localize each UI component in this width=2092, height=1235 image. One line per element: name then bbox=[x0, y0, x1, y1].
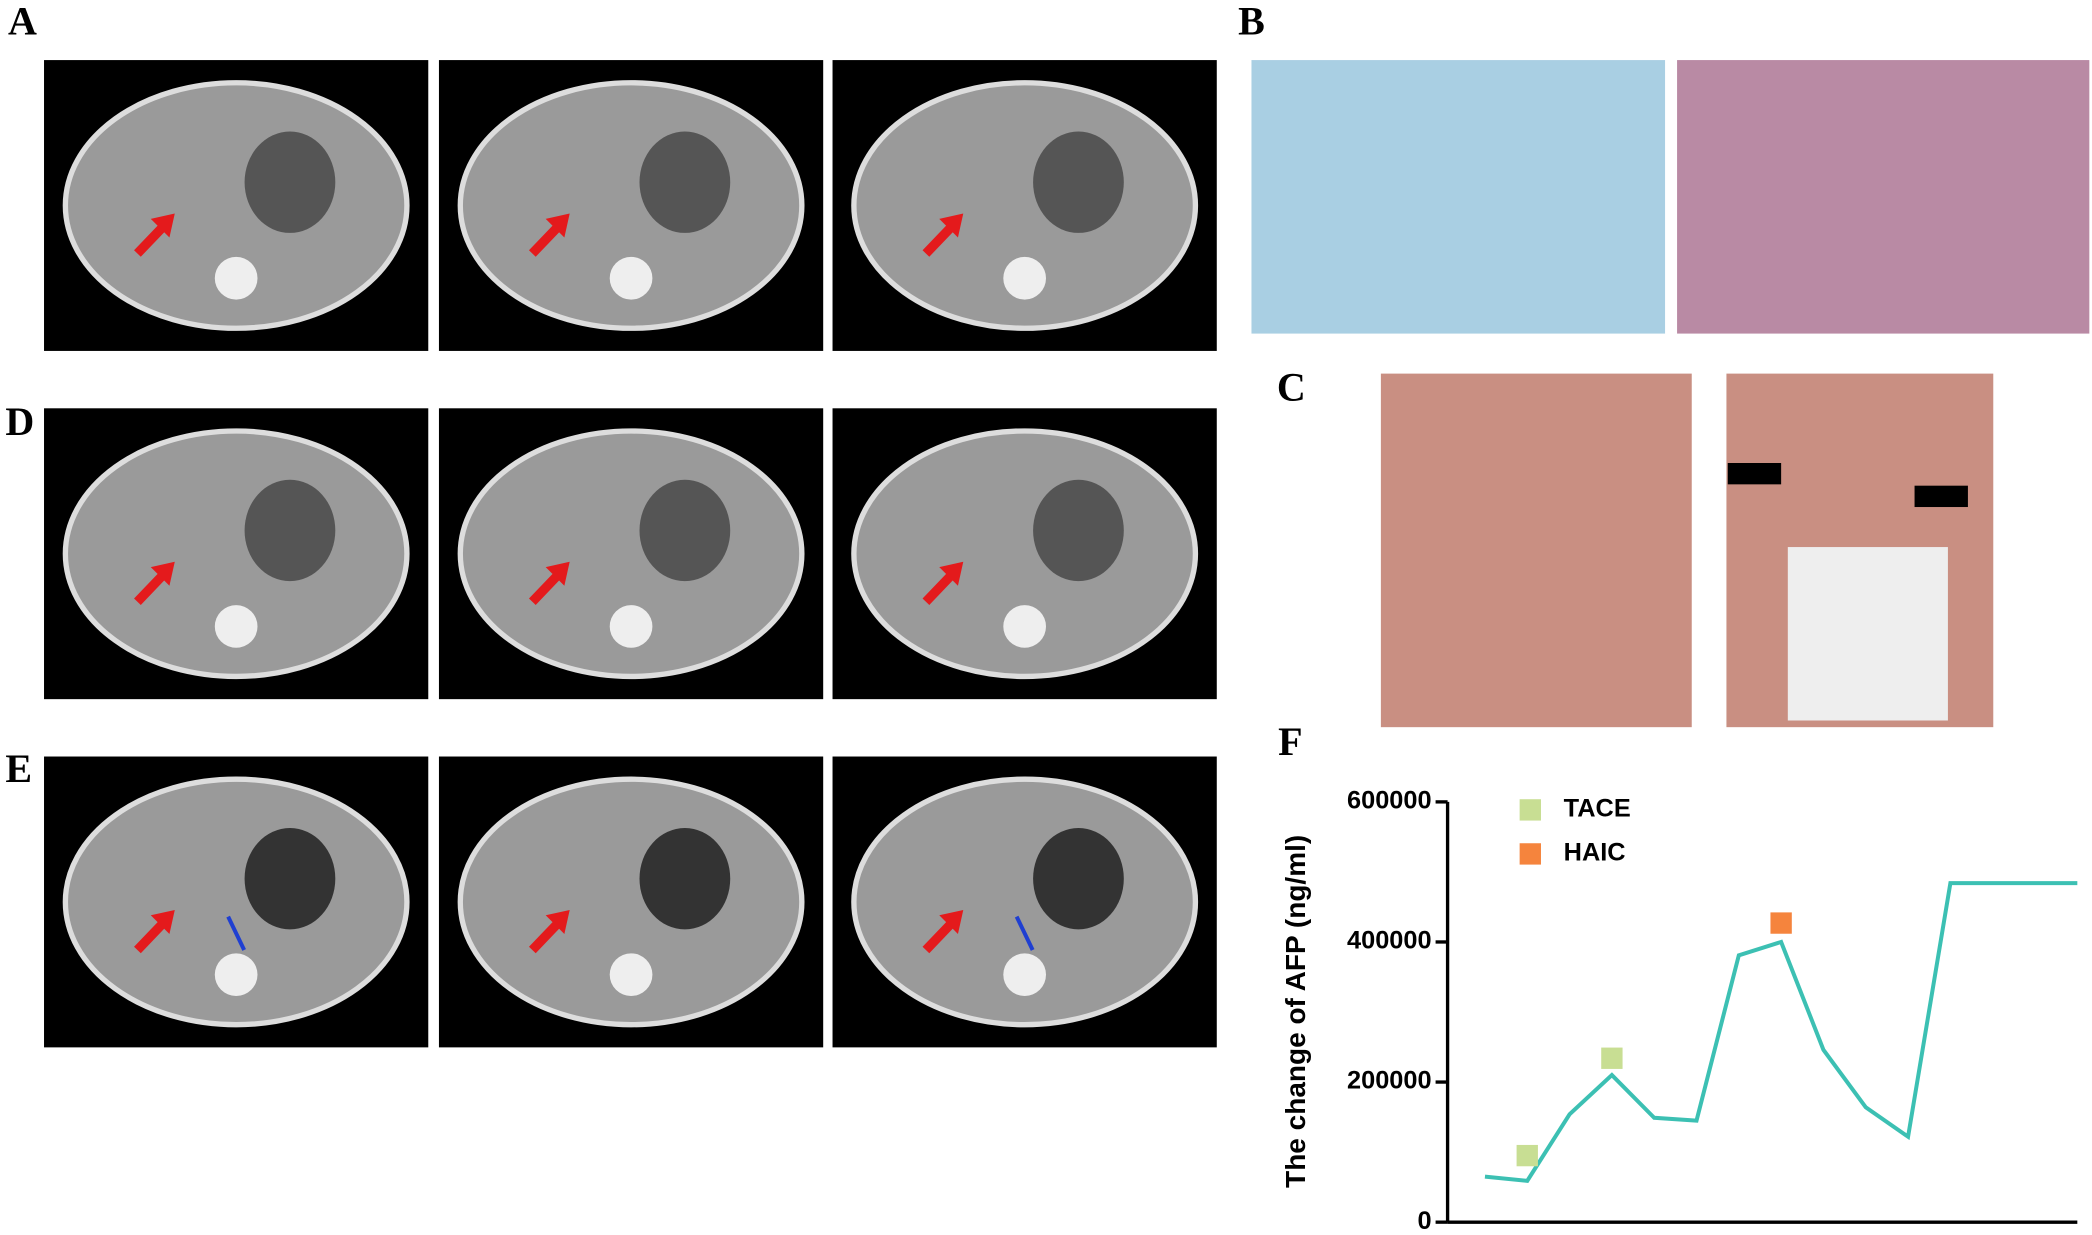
ct-spine bbox=[214, 256, 258, 300]
ct-spine bbox=[1003, 605, 1046, 648]
ct-body bbox=[457, 80, 805, 331]
panel-label: A bbox=[8, 0, 37, 44]
ct-body bbox=[62, 428, 410, 680]
legend-label: HAIC bbox=[1564, 839, 1626, 867]
ct-organ bbox=[1033, 827, 1124, 930]
panel-label: E bbox=[5, 746, 32, 791]
y-tick-label: 0 bbox=[1417, 1207, 1431, 1235]
arrow-head bbox=[939, 213, 964, 238]
ct-body bbox=[62, 776, 410, 1028]
arrow-head bbox=[545, 213, 570, 238]
ct-body bbox=[62, 80, 410, 331]
ct-organ bbox=[244, 479, 336, 582]
panel-label: B bbox=[1238, 0, 1265, 44]
treatment-marker bbox=[1516, 1144, 1538, 1167]
ct-organ bbox=[639, 827, 731, 930]
ct-spine bbox=[1003, 256, 1046, 300]
blue-arrow bbox=[1014, 915, 1035, 951]
ct-organ bbox=[639, 479, 731, 582]
legend-label: TACE bbox=[1564, 795, 1631, 823]
photo bbox=[1380, 373, 1692, 728]
ct-body bbox=[457, 428, 805, 680]
y-tick-label: 200000 bbox=[1347, 1067, 1432, 1095]
arrow-head bbox=[939, 561, 964, 586]
mask bbox=[1727, 463, 1782, 485]
y-axis-title: The change of AFP (ng/ml) bbox=[1280, 835, 1311, 1188]
arrow-head bbox=[150, 561, 175, 586]
y-tick-label: 400000 bbox=[1347, 927, 1432, 955]
treatment-marker bbox=[1601, 1047, 1623, 1069]
panel-label: D bbox=[5, 399, 34, 444]
mask bbox=[1914, 485, 1968, 508]
ct-body bbox=[851, 428, 1199, 680]
panel-label: F bbox=[1278, 719, 1302, 764]
ct-spine bbox=[609, 605, 653, 648]
histology bbox=[1677, 60, 2090, 334]
ct-spine bbox=[214, 953, 258, 997]
ct-organ bbox=[639, 131, 731, 233]
blue-arrow bbox=[226, 915, 246, 951]
arrow-head bbox=[545, 909, 570, 934]
ct-spine bbox=[609, 256, 653, 300]
panel-label: C bbox=[1277, 364, 1306, 409]
arrow-head bbox=[150, 909, 175, 934]
ct-organ bbox=[1033, 479, 1124, 582]
ct-body bbox=[851, 776, 1199, 1028]
bandage bbox=[1787, 547, 1948, 721]
treatment-marker bbox=[1770, 912, 1792, 934]
arrow-head bbox=[545, 561, 570, 586]
ct-body bbox=[851, 80, 1199, 331]
arrow-head bbox=[939, 909, 964, 934]
ct-organ bbox=[244, 827, 336, 930]
legend-swatch bbox=[1519, 843, 1541, 865]
ct-spine bbox=[1003, 953, 1046, 997]
y-tick-label: 600000 bbox=[1347, 787, 1432, 815]
chart: The change of AFP (ng/ml) 0 200000 400000 6… bbox=[1280, 787, 2078, 1235]
ct-organ bbox=[1033, 131, 1124, 233]
ct-organ bbox=[244, 131, 336, 233]
arrow-head bbox=[150, 213, 175, 238]
legend-swatch bbox=[1519, 799, 1541, 821]
ct-spine bbox=[214, 605, 258, 648]
images bbox=[44, 60, 2090, 1048]
ct-body bbox=[457, 776, 805, 1028]
histology bbox=[1251, 60, 1666, 334]
afp-line bbox=[1484, 881, 2078, 1183]
ct-spine bbox=[609, 953, 653, 997]
